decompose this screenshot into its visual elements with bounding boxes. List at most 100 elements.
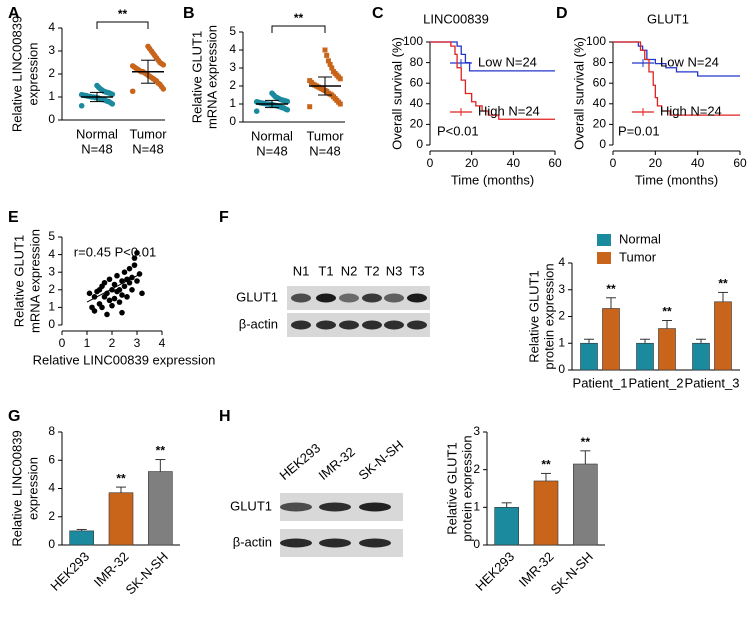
panel-letter: B	[183, 5, 195, 22]
x-tick-label: N=48	[81, 141, 112, 156]
point	[124, 294, 130, 300]
y-tick-label: 3	[229, 60, 236, 74]
annotation: r=0.45 P<0.01	[74, 244, 156, 259]
bar	[580, 342, 598, 371]
annotation: P<0.01	[437, 123, 479, 138]
y-tick-label: 1	[473, 500, 480, 514]
x-tick-label: 0	[427, 156, 434, 170]
x-tick-label: 60	[548, 156, 562, 170]
y-axis-label: mRNA expression	[27, 229, 42, 333]
bar	[658, 328, 676, 371]
significance: **	[662, 305, 672, 319]
survival-curve	[430, 41, 555, 120]
dot	[327, 61, 333, 67]
x-axis-label: Time (months)	[451, 172, 534, 187]
lane-label: T3	[409, 263, 424, 278]
x-tick-label: 60	[733, 156, 747, 170]
y-axis-label: mRNA expression	[204, 25, 219, 129]
y-tick-label: 5	[48, 229, 55, 243]
x-tick-label: HEK293	[47, 549, 92, 594]
point	[86, 290, 93, 297]
y-tick-label: 0	[48, 537, 55, 551]
x-tick-label: 40	[691, 156, 705, 170]
y-axis-label: protein expression	[459, 435, 474, 541]
blot-band	[407, 320, 427, 330]
y-tick-label: 0	[599, 137, 606, 151]
y-axis-label: Relative LINC00839	[9, 16, 24, 132]
x-tick-label: 4	[159, 336, 166, 350]
point	[116, 287, 123, 293]
panel-letter: G	[8, 408, 20, 425]
y-axis-label: Relative LINC00839	[9, 430, 24, 546]
x-tick-label: 40	[507, 156, 521, 170]
y-axis-label: Relative GLUT1	[444, 442, 459, 534]
y-tick-label: 20	[410, 117, 424, 131]
bar	[692, 342, 710, 371]
point	[131, 262, 138, 268]
x-tick-label: 0	[59, 336, 66, 350]
blot-band	[384, 293, 404, 303]
y-tick-label: 0	[48, 317, 55, 331]
significance: **	[541, 458, 551, 472]
point	[116, 299, 123, 305]
legend-label: High N=24	[660, 103, 722, 118]
y-tick-label: 0	[558, 362, 565, 376]
lane-label: N2	[341, 263, 358, 278]
y-tick-label: 3	[48, 43, 55, 57]
point	[91, 294, 98, 300]
dot	[78, 91, 85, 98]
y-tick-label: 40	[593, 96, 607, 110]
row-label: GLUT1	[230, 498, 272, 513]
x-tick-label: SK-N-SH	[122, 549, 170, 597]
bar	[636, 342, 654, 371]
significance-bracket	[271, 25, 326, 33]
y-tick-label: 2	[473, 462, 480, 476]
x-tick-label: N=48	[309, 143, 340, 158]
point	[111, 281, 118, 288]
lane-label: HEK293	[276, 440, 323, 483]
legend-label: High N=24	[478, 103, 540, 118]
point	[111, 295, 118, 302]
panel-letter: H	[219, 408, 231, 425]
blot-band	[291, 320, 311, 330]
blot-band	[319, 538, 351, 548]
y-axis-label: expression	[25, 43, 40, 106]
panel-letter: E	[8, 209, 19, 226]
point	[131, 255, 138, 261]
legend-swatch	[597, 252, 611, 264]
y-tick-label: 2	[229, 78, 236, 92]
point	[104, 311, 110, 318]
y-axis-label: Relative GLUT1	[526, 270, 541, 362]
fit-line	[86, 272, 143, 303]
point	[109, 302, 115, 309]
lane-label: N1	[293, 263, 310, 278]
point	[114, 272, 120, 279]
chart-title: GLUT1	[647, 11, 689, 26]
blot-band	[316, 320, 336, 330]
x-tick-label: Normal	[251, 128, 293, 143]
x-tick-label: 3	[134, 336, 141, 350]
row-label: β-actin	[239, 316, 278, 331]
panel-letter: C	[372, 5, 384, 22]
y-tick-label: 1	[48, 89, 55, 103]
y-tick-label: 0	[48, 112, 55, 126]
significance: **	[118, 7, 128, 21]
blot-band	[362, 320, 382, 330]
dot	[331, 69, 336, 75]
point	[129, 287, 135, 293]
y-tick-label: 20	[593, 117, 607, 131]
point	[106, 297, 113, 304]
y-axis-label: Relative GLUT1	[189, 31, 204, 123]
lane-label: SK-N-SH	[355, 437, 406, 483]
x-tick-label: Patient_1	[573, 375, 628, 390]
bar	[573, 463, 598, 546]
x-tick-label: Tumor	[129, 126, 167, 141]
y-tick-label: 4	[558, 255, 565, 269]
legend-label: Normal	[619, 231, 661, 246]
y-axis-label: Overall survival (%)	[571, 37, 586, 150]
y-axis-label: Relative GLUT1	[11, 235, 26, 327]
dot	[253, 99, 260, 105]
blot-band	[407, 293, 427, 303]
point	[119, 292, 125, 298]
